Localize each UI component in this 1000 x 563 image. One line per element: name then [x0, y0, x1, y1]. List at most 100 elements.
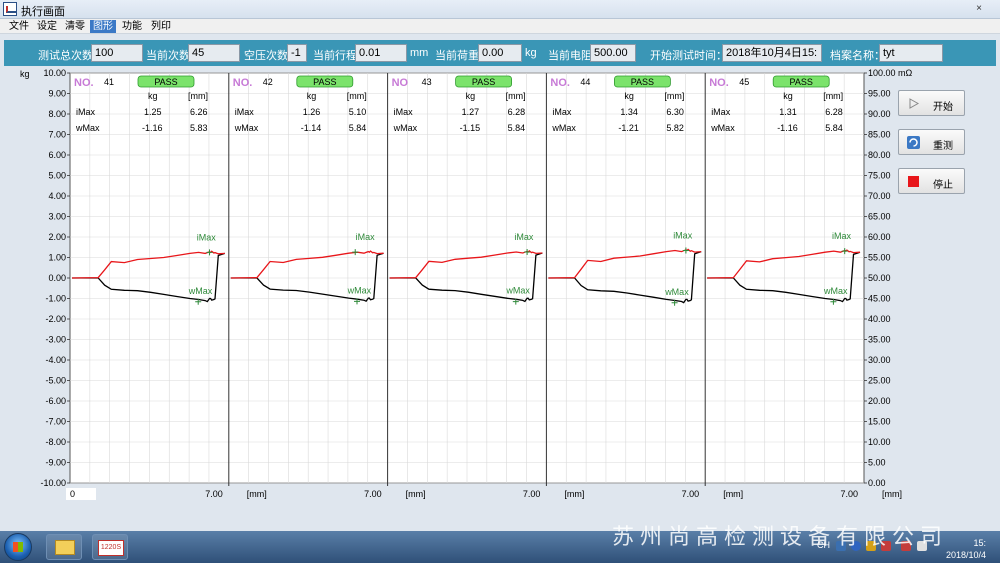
right-tick-label: 35.00 [868, 335, 891, 345]
app-icon [3, 2, 17, 16]
right-tick-label: 55.00 [868, 253, 891, 263]
col-kg-header: kg [624, 91, 634, 101]
col-kg-header: kg [307, 91, 317, 101]
window-title: 执行画面 [21, 6, 65, 18]
stop-button-label: 停止 [933, 180, 953, 191]
folder-icon [55, 540, 75, 555]
current-stroke-field[interactable]: 0.01 [355, 44, 407, 62]
right-tick-label: 75.00 [868, 171, 891, 181]
total-tests-field[interactable]: 100 [91, 44, 143, 62]
x-max-label: 7.00 [682, 489, 700, 499]
wmax-mm-value: 5.82 [666, 123, 684, 133]
volume-icon[interactable] [917, 541, 927, 551]
right-tick-label: 80.00 [868, 150, 891, 160]
current-stroke-label: 当前行程 [313, 50, 357, 62]
menu-print[interactable]: 列印 [151, 21, 171, 32]
app-task-icon: 1220S [98, 540, 124, 556]
pass-badge-label: PASS [154, 77, 177, 87]
imax-marker [841, 248, 848, 255]
push-curve [389, 250, 543, 279]
stroke-unit: mm [410, 47, 429, 59]
title-bar: 执行画面 × [0, 0, 1000, 19]
left-tick-label: -9.00 [45, 458, 66, 468]
air-press-field[interactable]: -1 [287, 44, 307, 62]
retest-button[interactable]: 重测 [898, 129, 965, 155]
stop-button[interactable]: 停止 [898, 168, 965, 194]
right-tick-label: 60.00 [868, 232, 891, 242]
panel-no-label: NO. [74, 77, 94, 89]
col-kg-header: kg [466, 91, 476, 101]
right-tick-label: 50.00 [868, 273, 891, 283]
x-max-label: 7.00 [523, 489, 541, 499]
x-min-label: 0 [70, 489, 75, 499]
wmax-row-label: wMax [75, 123, 100, 133]
system-clock[interactable]: 15: 2018/10/4 [942, 537, 986, 561]
clock-date: 2018/10/4 [945, 550, 986, 560]
keyboard-icon[interactable] [836, 541, 846, 551]
left-tick-label: -5.00 [45, 376, 66, 386]
start-time-field[interactable]: 2018年10月4日15: [722, 44, 822, 62]
chart-area: -10.00 -9.00 -8.00 -7.00 -6.00 -5.00 -4.00 -3.0… [0, 66, 1000, 516]
left-tick-label: 5.00 [48, 171, 66, 181]
company-watermark: 苏州尚高检测设备有限公司 [612, 524, 949, 549]
left-tick-label: -3.00 [45, 335, 66, 345]
pass-badge-label: PASS [472, 77, 495, 87]
left-tick-label: -8.00 [45, 437, 66, 447]
menu-file[interactable]: 文件 [9, 21, 29, 32]
right-tick-label: 70.00 [868, 191, 891, 201]
col-mm-header: [mm] [823, 91, 843, 101]
left-tick-label: -2.00 [45, 314, 66, 324]
imax-row-label: iMax [76, 107, 96, 117]
file-name-label: 档案名称： [830, 50, 885, 62]
pass-badge [614, 75, 671, 88]
status-info-bar: 测试总次数 100 当前次数 45 空压次数 -1 当前行程 0.01 mm 当… [4, 40, 996, 66]
file-name-field[interactable]: tyt [879, 44, 943, 62]
current-resistance-field[interactable]: 500.00 [590, 44, 636, 62]
right-tick-label: 95.00 [868, 89, 891, 99]
left-tick-label: -6.00 [45, 396, 66, 406]
imax-row-label: iMax [552, 107, 572, 117]
wmax-kg-value: -1.16 [777, 123, 798, 133]
menu-settings[interactable]: 设定 [37, 21, 57, 32]
right-tick-label: 65.00 [868, 212, 891, 222]
current-count-field[interactable]: 45 [188, 44, 240, 62]
imax-kg-value: 1.31 [779, 107, 797, 117]
imax-marker [682, 247, 689, 254]
left-tick-label: 0.00 [48, 273, 66, 283]
right-tick-label: 5.00 [868, 458, 886, 468]
menu-bar: 文件 设定 清零 图形 功能 列印 [0, 19, 1000, 34]
wmax-marker [512, 298, 519, 305]
imax-mm-value: 6.28 [508, 107, 526, 117]
menu-graph[interactable]: 图形 [90, 20, 116, 33]
imax-marker-label: iMax [832, 231, 852, 241]
imax-mm-value: 6.30 [666, 107, 684, 117]
left-axis-unit: kg [20, 69, 30, 79]
help-icon[interactable] [851, 541, 861, 551]
current-resistance-label: 当前电阻 [548, 50, 592, 62]
menu-zero[interactable]: 清零 [65, 21, 85, 32]
left-tick-label: -7.00 [45, 417, 66, 427]
right-tick-label: 85.00 [868, 130, 891, 140]
wmax-marker [671, 299, 678, 306]
result-panel-43: NO 43 PASS kg [mm] iMax 1.27 6.28 wMax -1.15 5.84 i… [387, 73, 584, 499]
menu-function[interactable]: 功能 [122, 21, 142, 32]
taskbar-explorer[interactable] [46, 534, 82, 560]
current-load-field[interactable]: 0.00 [478, 44, 522, 62]
x-unit-label: [mm] [723, 489, 743, 499]
close-icon[interactable]: × [976, 3, 982, 14]
total-tests-label: 测试总次数 [38, 50, 93, 62]
push-curve [230, 250, 384, 279]
wmax-mm-value: 5.83 [190, 123, 208, 133]
tray-flag-icon[interactable] [881, 541, 891, 551]
network-icon[interactable] [901, 541, 911, 551]
right-tick-label: 25.00 [868, 376, 891, 386]
x-unit-label: [mm] [406, 489, 426, 499]
taskbar-app[interactable]: 1220S [92, 534, 128, 560]
language-indicator[interactable]: CH [817, 540, 830, 550]
x-max-label: 7.00 [840, 489, 858, 499]
start-menu-icon[interactable] [4, 533, 32, 561]
tray-tool-icon[interactable] [866, 541, 876, 551]
x-max-label: 7.00 [205, 489, 223, 499]
start-button[interactable]: 开始 [898, 90, 965, 116]
wmax-row-label: wMax [393, 123, 418, 133]
